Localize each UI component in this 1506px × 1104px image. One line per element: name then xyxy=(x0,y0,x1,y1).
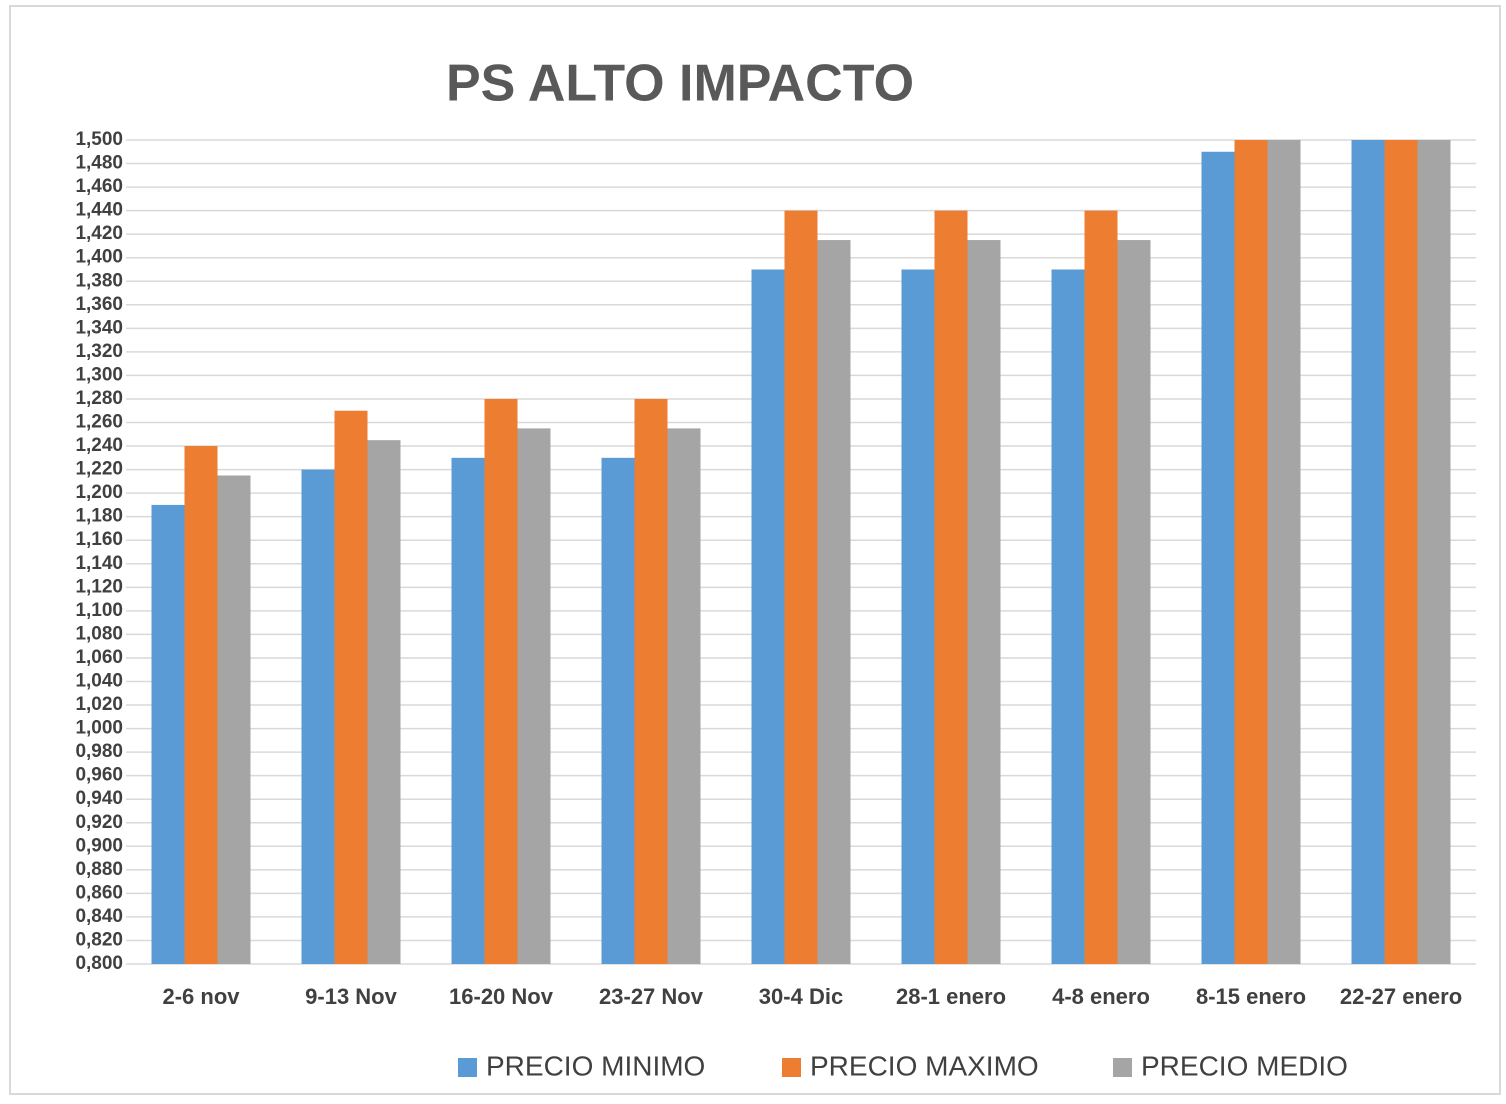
bar xyxy=(151,504,185,964)
legend-label: PRECIO MAXIMO xyxy=(810,1050,1039,1081)
y-tick-label: 1,300 xyxy=(75,364,123,385)
bar xyxy=(484,398,518,964)
x-tick-label: 23-27 Nov xyxy=(599,984,704,1009)
bar xyxy=(1201,151,1235,964)
y-tick-label: 1,440 xyxy=(75,200,123,221)
y-tick-label: 1,180 xyxy=(75,506,123,527)
x-tick-label: 9-13 Nov xyxy=(305,984,397,1009)
bar xyxy=(784,210,818,965)
bar xyxy=(301,469,335,964)
bar xyxy=(1267,140,1301,964)
y-tick-label: 1,020 xyxy=(75,694,123,715)
y-tick-label: 1,140 xyxy=(75,553,123,574)
x-tick-label: 28-1 enero xyxy=(896,984,1006,1009)
x-tick-label: 30-4 Dic xyxy=(759,984,843,1009)
x-tick-label: 4-8 enero xyxy=(1052,984,1150,1009)
legend-label: PRECIO MEDIO xyxy=(1141,1050,1348,1081)
y-tick-label: 0,960 xyxy=(75,765,123,786)
bar xyxy=(901,269,935,964)
y-tick-label: 1,420 xyxy=(75,223,123,244)
y-tick-label: 1,500 xyxy=(75,129,123,150)
y-tick-label: 1,220 xyxy=(75,459,123,480)
y-tick-label: 1,320 xyxy=(75,341,123,362)
y-tick-label: 1,060 xyxy=(75,647,123,668)
bar xyxy=(334,410,368,964)
y-tick-label: 1,460 xyxy=(75,176,123,197)
y-tick-label: 0,800 xyxy=(75,953,123,974)
y-tick-label: 1,400 xyxy=(75,247,123,268)
bar xyxy=(667,428,701,964)
legend-swatch xyxy=(782,1058,801,1077)
y-tick-label: 1,000 xyxy=(75,718,123,739)
bar xyxy=(517,428,551,964)
bar xyxy=(817,240,851,965)
y-tick-label: 1,120 xyxy=(75,576,123,597)
y-tick-label: 1,480 xyxy=(75,153,123,174)
bar xyxy=(934,210,968,965)
bar xyxy=(367,440,401,965)
bar xyxy=(1417,140,1451,964)
y-tick-label: 1,080 xyxy=(75,623,123,644)
chart-title: PS ALTO IMPACTO xyxy=(446,55,914,113)
bar xyxy=(1051,269,1085,964)
y-tick-label: 1,040 xyxy=(75,671,123,692)
y-tick-label: 0,840 xyxy=(75,906,123,927)
y-tick-label: 0,980 xyxy=(75,741,123,762)
bar xyxy=(1117,240,1151,965)
bar xyxy=(967,240,1001,965)
legend-swatch xyxy=(1113,1058,1132,1077)
y-tick-label: 0,900 xyxy=(75,835,123,856)
bar xyxy=(217,475,251,964)
y-tick-label: 1,380 xyxy=(75,270,123,291)
x-tick-label: 22-27 enero xyxy=(1340,984,1462,1009)
y-tick-label: 1,160 xyxy=(75,529,123,550)
x-tick-label: 16-20 Nov xyxy=(449,984,554,1009)
y-tick-label: 1,360 xyxy=(75,294,123,315)
bar xyxy=(634,398,668,964)
y-tick-label: 1,240 xyxy=(75,435,123,456)
y-tick-label: 1,280 xyxy=(75,388,123,409)
bar xyxy=(1084,210,1118,965)
bar xyxy=(1234,140,1268,964)
y-tick-label: 0,820 xyxy=(75,929,123,950)
bar xyxy=(601,457,635,964)
bar xyxy=(1351,140,1385,964)
y-tick-label: 0,920 xyxy=(75,812,123,833)
y-tick-label: 0,940 xyxy=(75,788,123,809)
bar xyxy=(184,446,218,964)
legend-label: PRECIO MINIMO xyxy=(486,1050,705,1081)
y-tick-label: 1,340 xyxy=(75,317,123,338)
bar xyxy=(451,457,485,964)
y-tick-label: 1,200 xyxy=(75,482,123,503)
bar xyxy=(1384,140,1418,964)
y-tick-label: 1,100 xyxy=(75,600,123,621)
y-tick-label: 0,860 xyxy=(75,882,123,903)
y-tick-label: 0,880 xyxy=(75,859,123,880)
x-tick-label: 2-6 nov xyxy=(162,984,240,1009)
x-tick-label: 8-15 enero xyxy=(1196,984,1306,1009)
legend-swatch xyxy=(458,1058,477,1077)
bar xyxy=(751,269,785,964)
y-tick-label: 1,260 xyxy=(75,412,123,433)
